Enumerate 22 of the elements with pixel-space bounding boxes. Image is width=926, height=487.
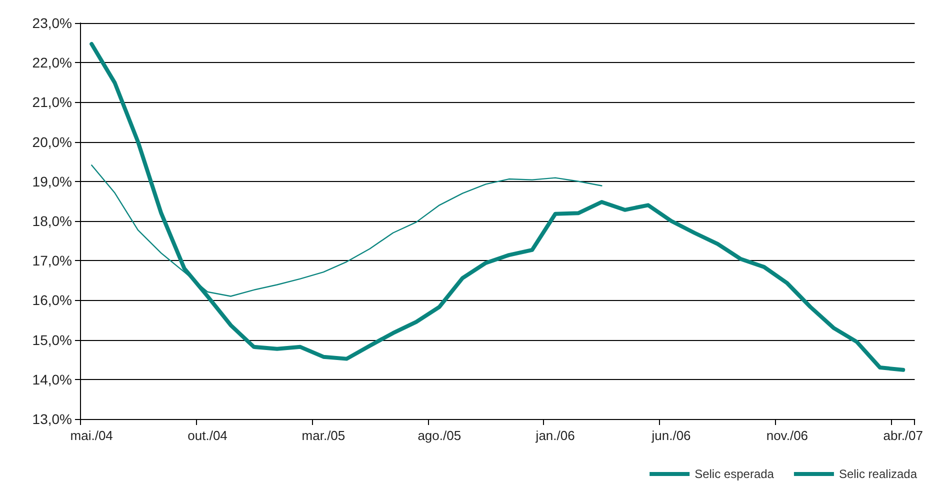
- legend-label: Selic realizada: [838, 467, 918, 481]
- x-tick-label: jan./06: [534, 428, 575, 443]
- y-tick-label: 15,0%: [32, 332, 72, 348]
- y-tick-label: 21,0%: [32, 94, 72, 110]
- x-tick-label: out./04: [188, 428, 228, 443]
- y-tick-label: 23,0%: [32, 15, 72, 31]
- y-tick-label: 14,0%: [32, 371, 72, 388]
- x-tick-label: abr./07: [883, 428, 924, 443]
- y-tick-label: 20,0%: [32, 134, 72, 150]
- legend-label: Selic esperada: [694, 467, 774, 481]
- x-tick-label: ago./05: [418, 428, 462, 443]
- y-tick-label: 22,0%: [32, 54, 72, 71]
- y-tick-label: 13,0%: [32, 411, 72, 427]
- y-tick-label: 16,0%: [32, 292, 72, 308]
- x-tick-label: mar./05: [302, 428, 346, 443]
- y-tick-label: 17,0%: [32, 252, 72, 269]
- y-tick-label: 18,0%: [32, 213, 72, 229]
- line-series: [90, 42, 906, 372]
- x-tick-label: jun./06: [650, 428, 691, 443]
- x-tick-label: nov./06: [766, 428, 808, 443]
- x-tick-label: mai./04: [70, 428, 113, 443]
- y-tick-label: 19,0%: [32, 173, 72, 190]
